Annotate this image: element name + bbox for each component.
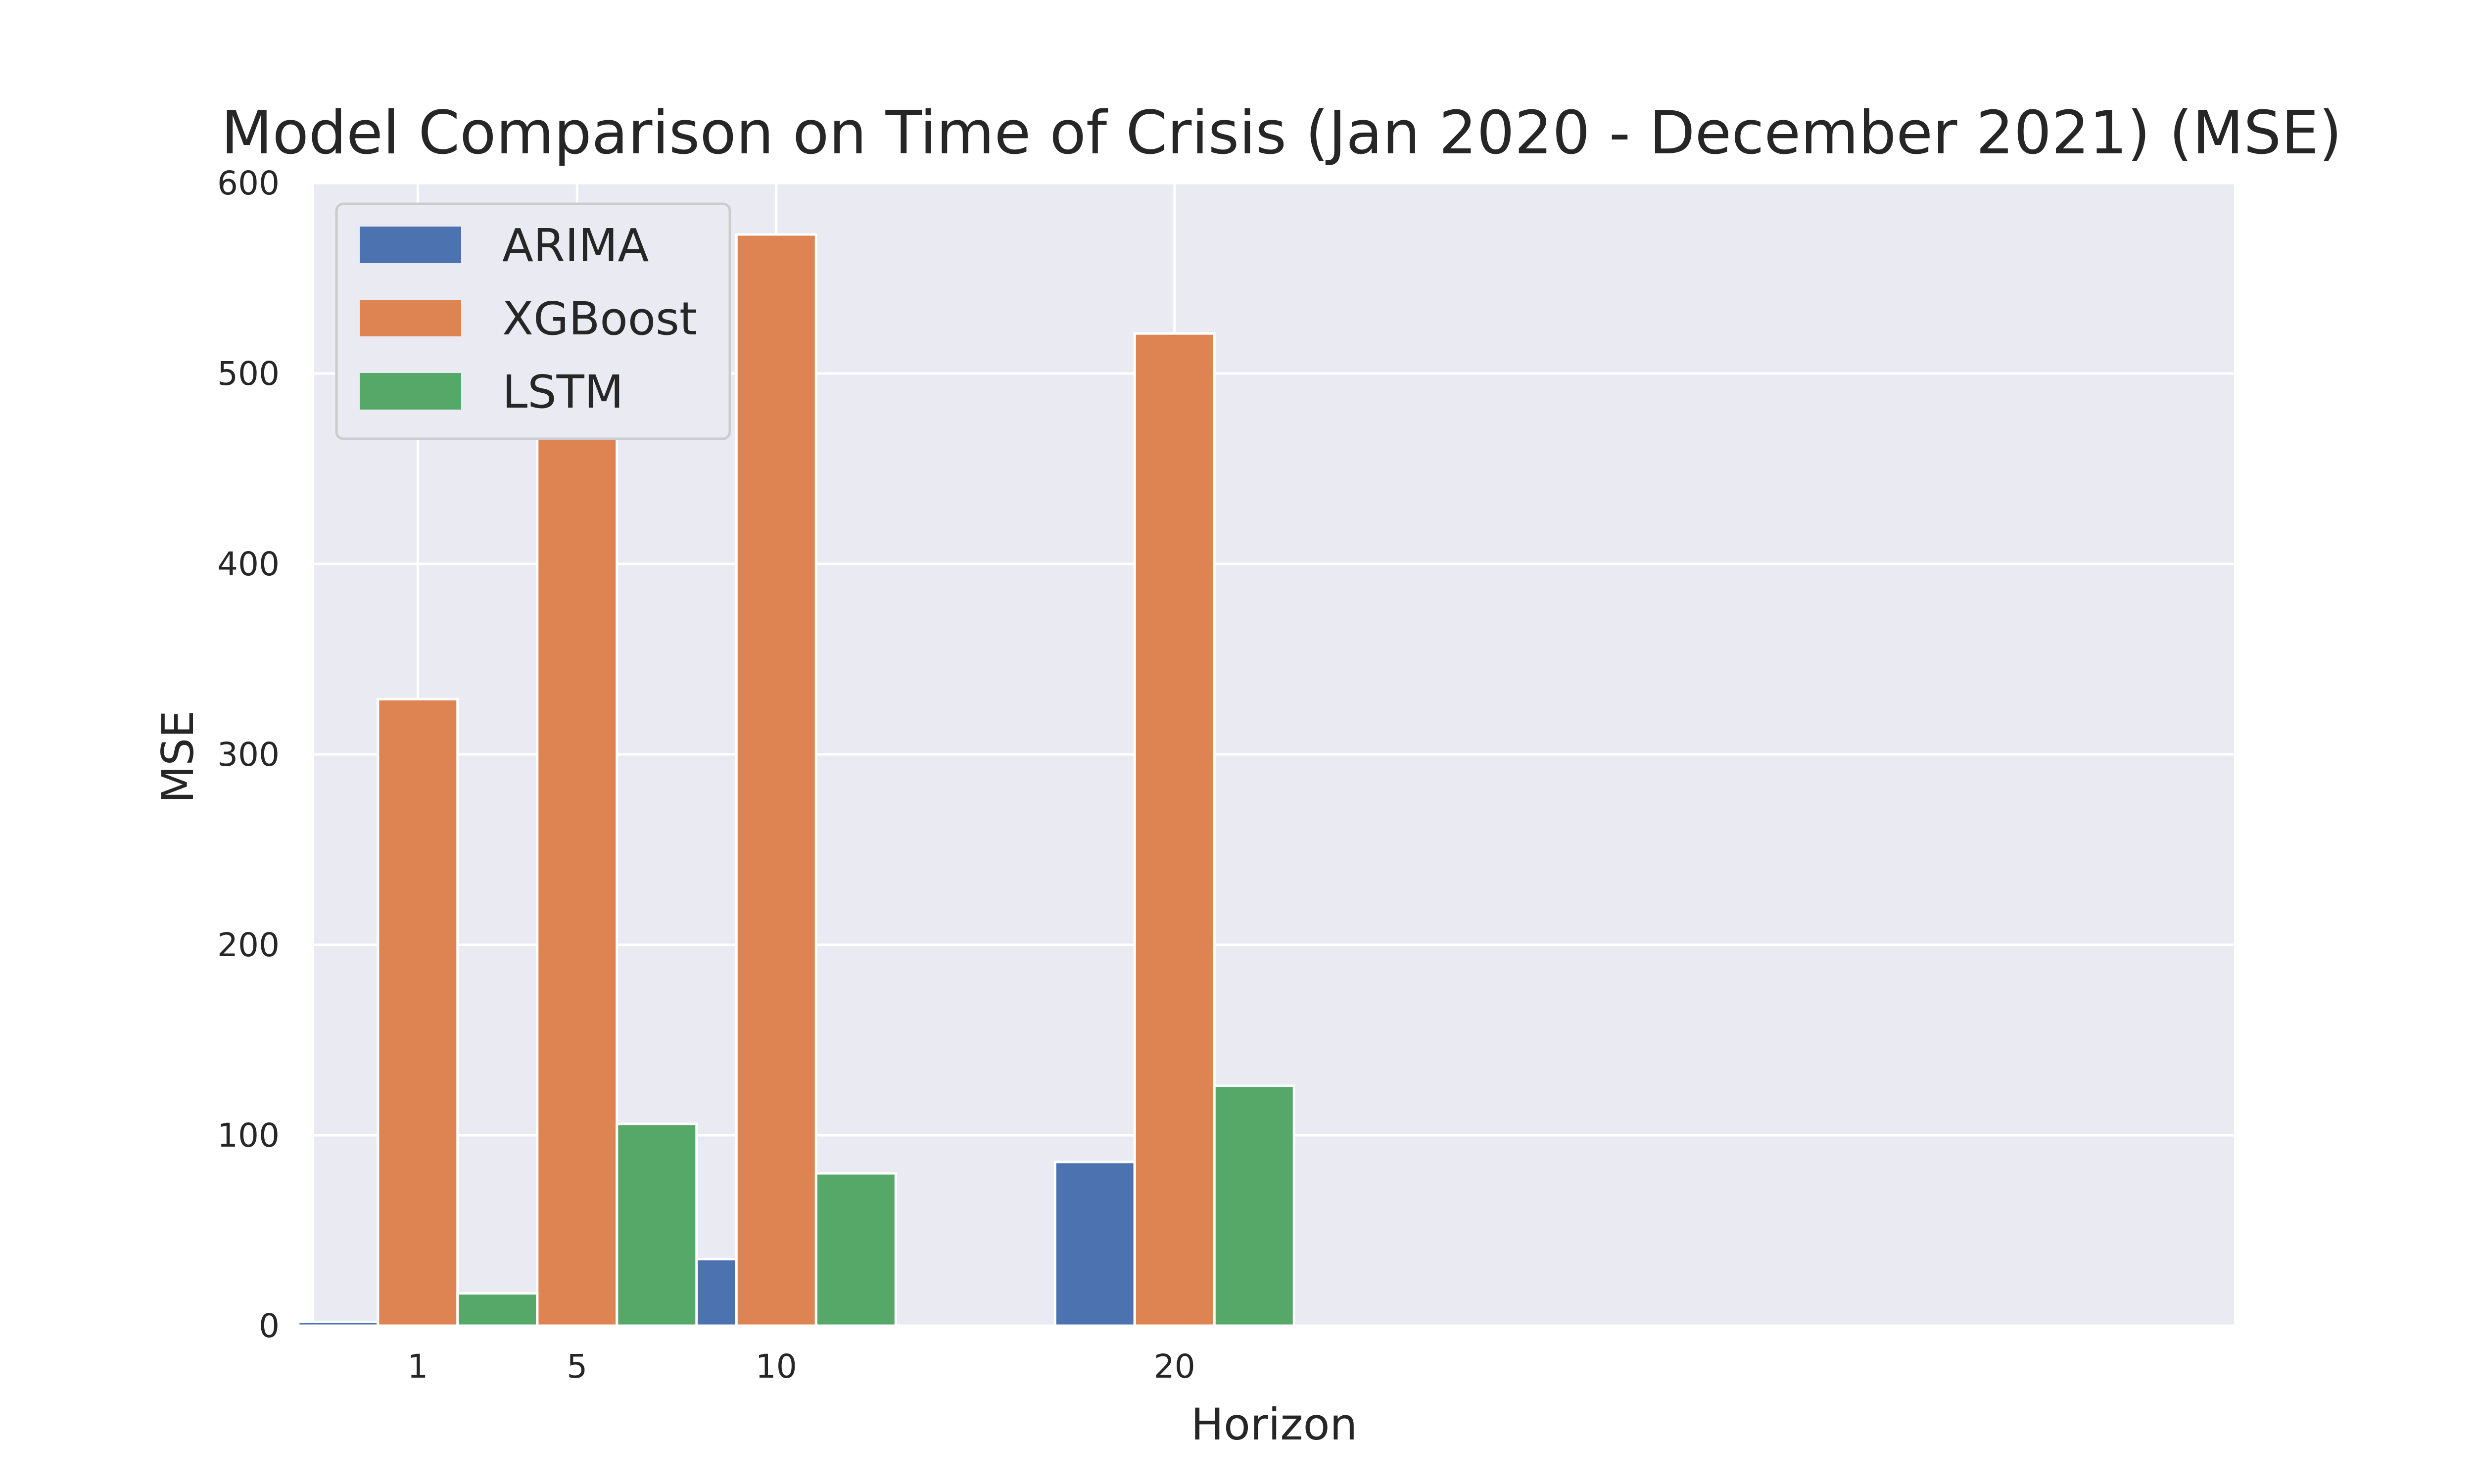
x-tick-label: 5 [567,1347,587,1386]
y-tick-label: 300 [217,736,280,774]
legend-swatch [360,373,461,410]
y-axis-label: MSE [152,710,203,803]
bar-xgboost-5 [536,435,618,1327]
legend-swatch [360,227,461,263]
bar-lstm-1 [456,1292,539,1327]
bar-lstm-20 [1213,1084,1295,1327]
x-axis-ticks: 1 5 10 20 [407,1347,1195,1386]
y-tick-label: 500 [217,355,280,393]
x-tick-label: 20 [1154,1347,1195,1386]
y-tick-label: 600 [217,164,280,202]
bar-lstm-10 [814,1172,897,1327]
y-tick-label: 400 [217,545,280,583]
y-tick-label: 0 [259,1307,280,1345]
chart-title: Model Comparison on Time of Crisis (Jan … [221,99,2342,168]
y-axis-ticks: 0 100 200 300 400 500 600 [217,164,280,1345]
bar-lstm-5 [616,1122,698,1327]
legend-label: XGBoost [502,292,697,345]
x-axis-label: Horizon [1191,1399,1357,1450]
legend-swatch [360,300,461,336]
y-tick-label: 100 [217,1116,280,1155]
x-tick-label: 1 [407,1347,428,1386]
bar-arima-1 [297,1320,380,1327]
bar-xgboost-20 [1133,332,1216,1327]
bars [297,233,1295,1327]
bar-arima-20 [1053,1160,1136,1327]
y-tick-label: 200 [217,926,280,964]
bar-xgboost-10 [735,233,817,1327]
legend-label: ARIMA [502,219,649,272]
legend-label: LSTM [502,366,623,418]
bar-xgboost-1 [377,697,459,1327]
legend: ARIMA XGBoost LSTM [335,202,731,440]
x-tick-label: 10 [756,1347,797,1386]
